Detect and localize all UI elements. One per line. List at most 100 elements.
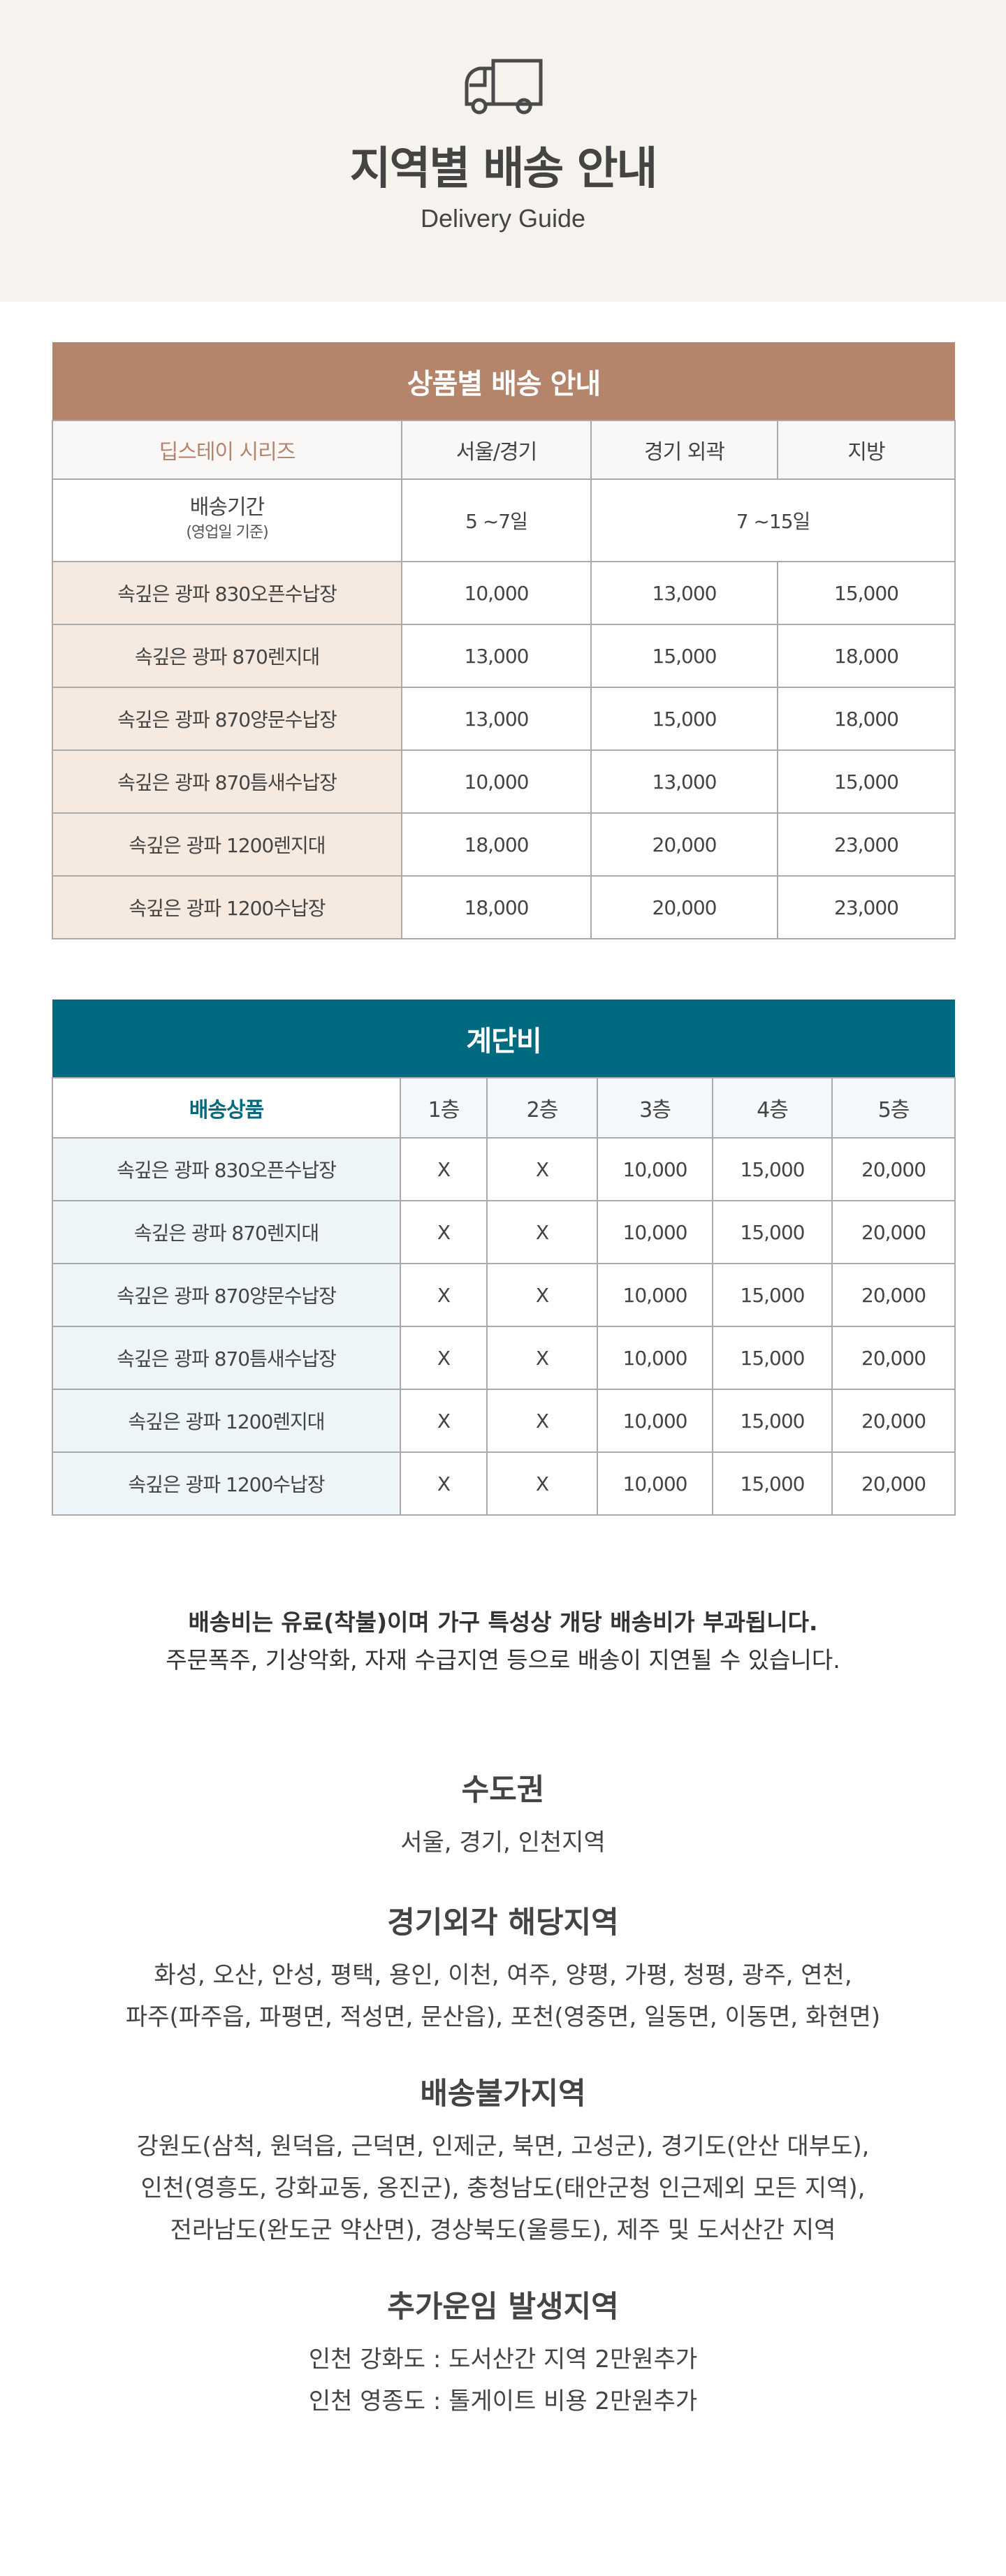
table-row: 속깊은 광파 870렌지대 X X 10,000 15,000 20,000 <box>52 1200 956 1264</box>
price-cell: 10,000 <box>597 1263 713 1327</box>
price-cell: 20,000 <box>831 1200 956 1264</box>
price-cell: 15,000 <box>776 561 956 625</box>
period-other: 7 ~15일 <box>590 478 956 562</box>
product-name: 속깊은 광파 870양문수납장 <box>52 687 402 751</box>
price-cell: 10,000 <box>597 1451 713 1516</box>
price-cell: 18,000 <box>401 812 592 877</box>
price-cell: 15,000 <box>712 1389 833 1453</box>
shipping-notice: 배송비는 유료(착불)이며 가구 특성상 개당 배송비가 부과됩니다. 주문폭주… <box>0 1604 1006 1679</box>
price-cell: 15,000 <box>776 749 956 814</box>
price-cell: 20,000 <box>590 875 778 939</box>
price-cell: 23,000 <box>776 875 956 939</box>
price-cell: 20,000 <box>590 812 778 877</box>
header-floor-3: 3층 <box>597 1077 713 1139</box>
hero-header: 지역별 배송 안내 Delivery Guide <box>0 0 1006 302</box>
price-cell: 15,000 <box>590 687 778 751</box>
region-title: 배송불가지역 <box>420 2077 586 2112</box>
table-title: 계단비 <box>52 1000 956 1078</box>
region-title: 경기외각 해당지역 <box>387 1905 619 1940</box>
price-cell: X <box>486 1389 598 1453</box>
price-cell: 23,000 <box>776 812 956 877</box>
notice-bold: 배송비는 유료(착불)이며 가구 특성상 개당 배송비가 부과됩니다. <box>188 1609 818 1636</box>
price-cell: 13,000 <box>401 687 592 751</box>
table-row: 속깊은 광파 870양문수납장 X X 10,000 15,000 20,000 <box>52 1263 956 1327</box>
region-title: 추가운임 발생지역 <box>387 2290 619 2325</box>
price-cell: 20,000 <box>831 1451 956 1516</box>
page-subtitle: Delivery Guide <box>420 204 586 233</box>
price-cell: 18,000 <box>776 624 956 688</box>
product-name: 속깊은 광파 870틈새수납장 <box>52 1326 401 1390</box>
price-cell: X <box>400 1326 488 1390</box>
price-cell: X <box>486 1451 598 1516</box>
product-name: 속깊은 광파 1200수납장 <box>52 1451 401 1516</box>
table-row: 속깊은 광파 1200렌지대 X X 10,000 15,000 20,000 <box>52 1389 956 1453</box>
header-series: 딥스테이 시리즈 <box>52 420 402 480</box>
header-floor-5: 5층 <box>831 1077 956 1139</box>
price-cell: 10,000 <box>597 1326 713 1390</box>
region-line: 강원도(삼척, 원덕읍, 근덕면, 인제군, 북면, 고성군), 경기도(안산 … <box>136 2132 870 2160</box>
price-cell: 15,000 <box>712 1451 833 1516</box>
product-name: 속깊은 광파 870렌지대 <box>52 1200 401 1264</box>
region-line: 화성, 오산, 안성, 평택, 용인, 이천, 여주, 양평, 가평, 청평, … <box>154 1961 852 1989</box>
price-cell: 20,000 <box>831 1389 956 1453</box>
price-cell: 10,000 <box>401 749 592 814</box>
page-title: 지역별 배송 안내 <box>349 143 658 195</box>
product-name: 속깊은 광파 870틈새수납장 <box>52 749 402 814</box>
period-label: 배송기간 (영업일 기준) <box>52 478 402 562</box>
table-row: 속깊은 광파 870틈새수납장 X X 10,000 15,000 20,000 <box>52 1326 956 1390</box>
header-floor-4: 4층 <box>712 1077 833 1139</box>
price-cell: X <box>486 1200 598 1264</box>
price-cell: 20,000 <box>831 1326 956 1390</box>
period-label-text: 배송기간 <box>189 495 265 520</box>
price-cell: X <box>400 1451 488 1516</box>
product-name: 속깊은 광파 830오픈수납장 <box>52 561 402 625</box>
price-cell: 18,000 <box>776 687 956 751</box>
header-floor-2: 2층 <box>486 1077 598 1139</box>
period-note: (영업일 기준) <box>186 524 268 541</box>
price-cell: X <box>486 1137 598 1201</box>
period-seoul: 5 ~7일 <box>401 478 592 562</box>
price-cell: 10,000 <box>597 1200 713 1264</box>
table-row: 속깊은 광파 1200렌지대 18,000 20,000 23,000 <box>52 812 956 877</box>
region-line: 서울, 경기, 인천지역 <box>400 1829 606 1857</box>
product-delivery-table: 상품별 배송 안내 딥스테이 시리즈 서울/경기 경기 외곽 지방 배송기간 (영… <box>52 342 956 939</box>
price-cell: X <box>486 1263 598 1327</box>
product-name: 속깊은 광파 1200렌지대 <box>52 812 402 877</box>
price-cell: X <box>400 1263 488 1327</box>
price-cell: 18,000 <box>401 875 592 939</box>
price-cell: 20,000 <box>831 1137 956 1201</box>
header-floor-1: 1층 <box>400 1077 488 1139</box>
product-name: 속깊은 광파 830오픈수납장 <box>52 1137 401 1201</box>
price-cell: 10,000 <box>597 1389 713 1453</box>
price-cell: 15,000 <box>712 1326 833 1390</box>
header-gyeonggi-outer: 경기 외곽 <box>590 420 778 480</box>
price-cell: 15,000 <box>590 624 778 688</box>
price-cell: X <box>400 1200 488 1264</box>
price-cell: 13,000 <box>401 624 592 688</box>
table-row: 속깊은 광파 870양문수납장 13,000 15,000 18,000 <box>52 687 956 751</box>
table-row: 속깊은 광파 870렌지대 13,000 15,000 18,000 <box>52 624 956 688</box>
price-cell: 15,000 <box>712 1137 833 1201</box>
region-line: 전라남도(완도군 약산면), 경상북도(울릉도), 제주 및 도서산간 지역 <box>170 2216 836 2244</box>
stairs-fee-table: 계단비 배송상품 1층 2층 3층 4층 5층 속깊은 광파 830오픈수납장 X… <box>52 1000 956 1516</box>
header-province: 지방 <box>776 420 956 480</box>
region-line: 인천 강화도 : 도서산간 지역 2만원추가 <box>308 2346 698 2373</box>
region-line: 인천 영종도 : 톨게이트 비용 2만원추가 <box>308 2387 698 2415</box>
price-cell: X <box>400 1137 488 1201</box>
price-cell: 15,000 <box>712 1200 833 1264</box>
region-title: 수도권 <box>461 1773 545 1808</box>
header-seoul: 서울/경기 <box>401 420 592 480</box>
price-cell: 20,000 <box>831 1263 956 1327</box>
table-row: 속깊은 광파 830오픈수납장 10,000 13,000 15,000 <box>52 561 956 625</box>
price-cell: X <box>486 1326 598 1390</box>
header-product: 배송상품 <box>52 1077 401 1139</box>
price-cell: 10,000 <box>597 1137 713 1201</box>
product-name: 속깊은 광파 870양문수납장 <box>52 1263 401 1327</box>
product-name: 속깊은 광파 1200수납장 <box>52 875 402 939</box>
table-row: 속깊은 광파 870틈새수납장 10,000 13,000 15,000 <box>52 749 956 814</box>
price-cell: 15,000 <box>712 1263 833 1327</box>
price-cell: X <box>400 1389 488 1453</box>
